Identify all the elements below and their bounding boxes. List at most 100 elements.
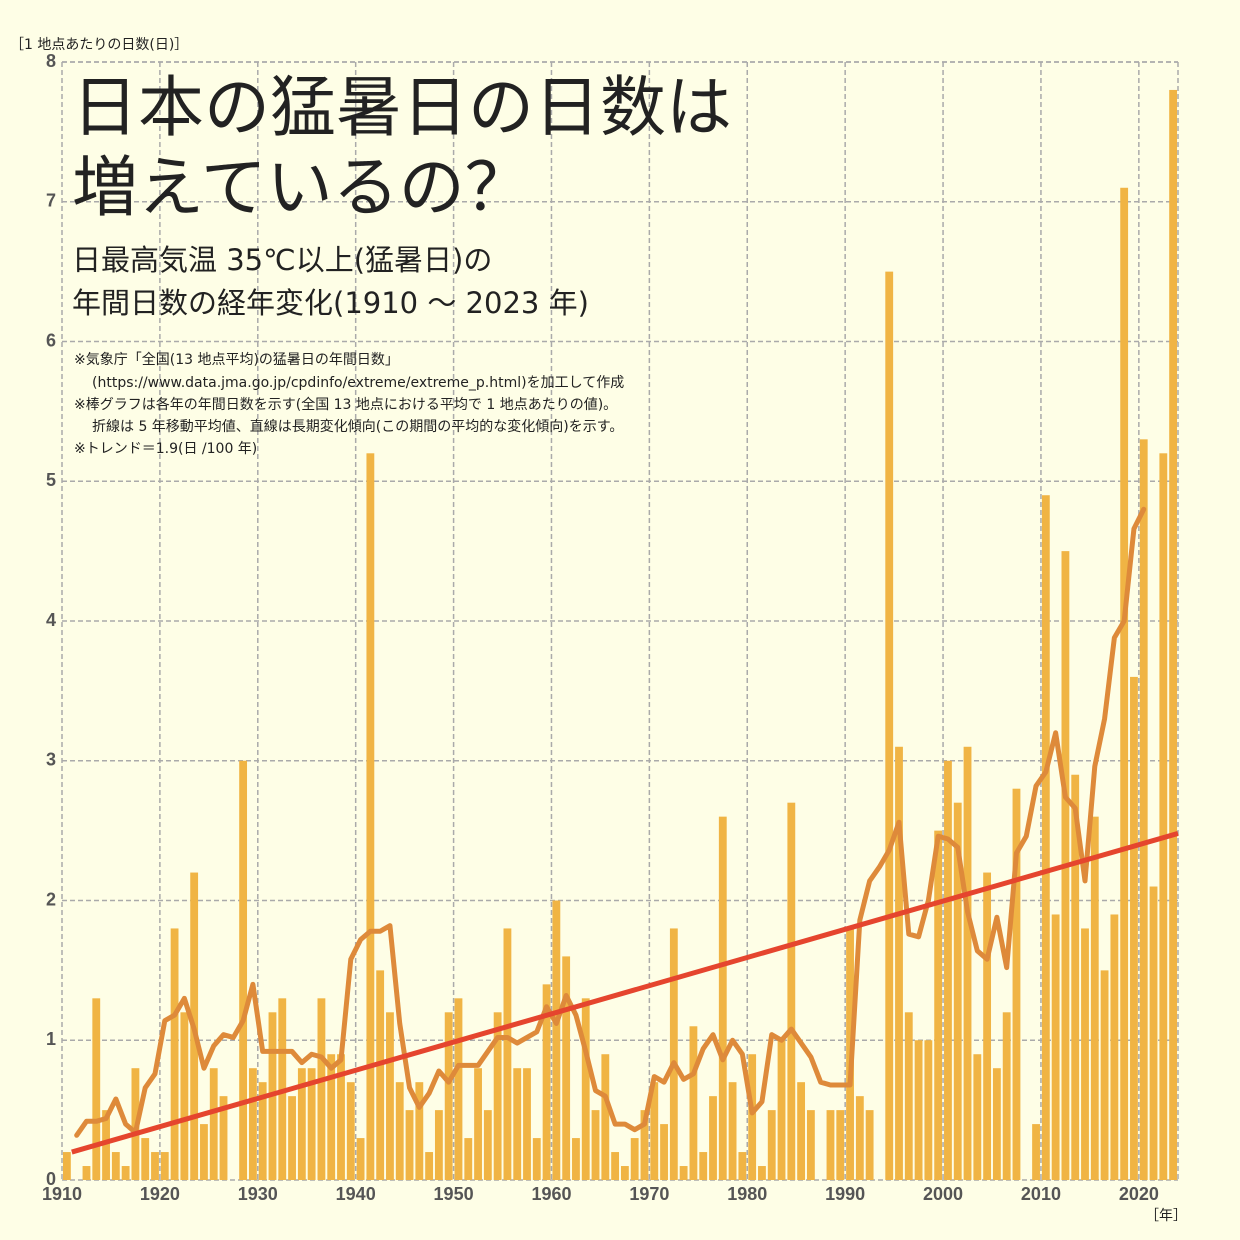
bar	[767, 1110, 776, 1180]
y-tick-label: 6	[46, 330, 56, 350]
bar	[405, 1110, 414, 1180]
bar	[601, 1054, 610, 1180]
bar	[660, 1124, 668, 1180]
bar	[327, 1054, 336, 1180]
bar	[679, 1166, 688, 1180]
note: ※棒グラフは各年の年間日数を示す(全国 13 地点における平均で 1 地点あたり…	[74, 396, 617, 413]
bar	[523, 1068, 531, 1180]
bar	[934, 830, 943, 1180]
bar	[111, 1152, 120, 1180]
bar	[92, 998, 101, 1180]
y-tick-label: 0	[46, 1169, 56, 1189]
bar	[141, 1138, 150, 1180]
bar	[748, 1054, 757, 1180]
bar	[787, 802, 796, 1180]
bar	[209, 1068, 218, 1180]
bar	[1139, 439, 1148, 1180]
title: 増えているの？	[72, 149, 531, 226]
bar	[307, 1068, 316, 1180]
x-tick-label: 1980	[727, 1184, 767, 1204]
bar	[239, 760, 248, 1180]
bar	[121, 1166, 130, 1180]
bar	[650, 1082, 659, 1180]
bar	[395, 1082, 404, 1180]
bar	[102, 1110, 110, 1180]
subtitle: 日最高気温 35℃以上(猛暑日)の	[72, 243, 492, 277]
bar	[826, 1110, 835, 1180]
bar	[170, 928, 179, 1180]
bar	[630, 1138, 639, 1180]
bar	[1081, 928, 1089, 1180]
bar	[376, 970, 385, 1180]
bar	[317, 998, 326, 1180]
bar	[1012, 788, 1021, 1180]
y-tick-label: 7	[46, 191, 56, 211]
y-tick-label: 2	[46, 889, 56, 909]
x-axis-label: ［年］	[1145, 1208, 1187, 1224]
x-tick-label: 1940	[336, 1184, 376, 1204]
bar	[963, 746, 972, 1180]
bar	[953, 802, 962, 1180]
moving-average-line	[74, 506, 1147, 1138]
bar	[699, 1152, 708, 1180]
bar	[718, 816, 727, 1180]
bar	[337, 1054, 345, 1180]
bar	[483, 1110, 492, 1180]
y-tick-label: 5	[46, 470, 56, 490]
note: 折線は 5 年移動平均値、直線は長期変化傾向(この期間の平均的な変化傾向)を示す…	[92, 418, 623, 435]
bar	[415, 1082, 424, 1180]
bar	[992, 1068, 1001, 1180]
bar	[532, 1138, 541, 1180]
subtitle: 年間日数の経年変化(1910 ～ 2023 年)	[72, 286, 589, 320]
plot	[61, 61, 1179, 1181]
bar	[914, 1040, 923, 1180]
bar	[836, 1110, 845, 1180]
y-axis-label: ［1 地点あたりの日数(日)］	[10, 37, 188, 53]
bar	[200, 1124, 208, 1180]
bar	[581, 998, 590, 1180]
x-tick-label: 2000	[923, 1184, 963, 1204]
x-tick-label: 1930	[238, 1184, 278, 1204]
y-tick-label: 4	[46, 610, 56, 630]
bar	[1041, 495, 1050, 1181]
bar	[1159, 453, 1168, 1180]
y-tick-label: 3	[46, 750, 56, 770]
title: 日本の猛暑日の日数は	[72, 69, 732, 146]
bar	[288, 1096, 296, 1180]
bar	[464, 1138, 473, 1180]
bar	[758, 1166, 766, 1180]
bar	[82, 1166, 91, 1180]
bar	[620, 1166, 629, 1180]
bar	[562, 956, 571, 1180]
bar	[640, 1110, 649, 1180]
bar	[1071, 774, 1080, 1180]
bar	[865, 1110, 874, 1180]
bar	[1169, 89, 1178, 1181]
bar	[454, 998, 463, 1180]
bar	[425, 1152, 434, 1180]
bar	[366, 453, 375, 1180]
bar	[1032, 1124, 1040, 1180]
bar	[904, 1012, 913, 1180]
bar	[1090, 816, 1099, 1180]
bar	[444, 1012, 453, 1180]
x-tick-label: 1970	[629, 1184, 669, 1204]
bar	[1130, 676, 1138, 1180]
bar	[591, 1110, 600, 1180]
bar	[151, 1152, 159, 1180]
y-tick-label: 8	[46, 51, 56, 71]
bar	[493, 1012, 502, 1180]
bar	[297, 1068, 306, 1180]
bar	[1002, 1012, 1011, 1180]
bar	[542, 984, 551, 1180]
bar	[356, 1138, 365, 1180]
bar	[248, 1068, 257, 1180]
bar	[1110, 914, 1119, 1180]
bar	[1149, 886, 1158, 1180]
bar	[611, 1152, 620, 1180]
bar	[669, 928, 678, 1180]
bar	[895, 746, 903, 1180]
trend-line	[71, 831, 1179, 1155]
bar	[180, 1012, 189, 1180]
